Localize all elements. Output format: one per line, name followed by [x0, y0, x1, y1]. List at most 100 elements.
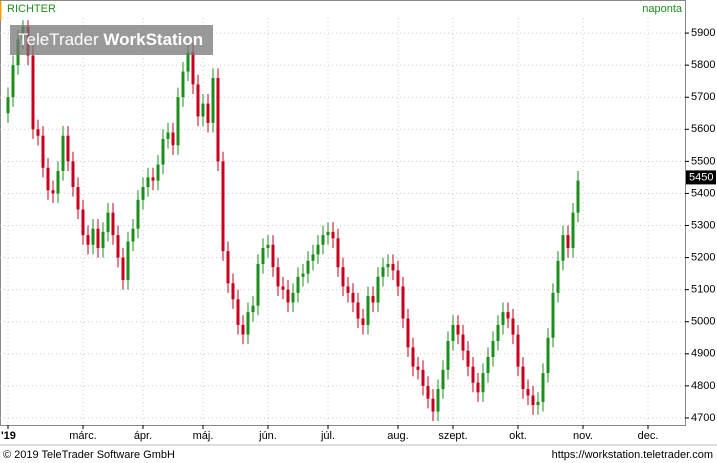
candle-body: [481, 373, 485, 393]
candle-body: [406, 318, 410, 348]
candle-body: [46, 167, 50, 191]
x-tick-label: márc.: [69, 430, 97, 442]
candle-body: [201, 103, 205, 117]
candle-body: [356, 302, 360, 319]
last-value-box: [686, 170, 716, 185]
candle-body: [151, 177, 155, 181]
candle-body: [486, 357, 490, 374]
candle-body: [561, 235, 565, 261]
candle-body: [396, 270, 400, 287]
candle-body: [41, 135, 45, 168]
candle-body: [331, 231, 335, 239]
candle-body: [566, 235, 570, 248]
candle-body: [211, 77, 215, 123]
candle-body: [216, 77, 220, 162]
candle-body: [6, 97, 10, 114]
candle-body: [571, 212, 575, 248]
candle-body: [416, 366, 420, 370]
candle-body: [311, 254, 315, 261]
candle-body: [426, 385, 430, 399]
candle-body: [546, 337, 550, 374]
candle-body: [361, 318, 365, 325]
y-tick-label: 5000: [691, 316, 715, 328]
candle-body: [51, 190, 55, 194]
candle-body: [531, 395, 535, 406]
candle-body: [296, 276, 300, 293]
candle-body: [516, 334, 520, 367]
candle-body: [476, 382, 480, 393]
watermark-product: WorkStation: [103, 30, 203, 49]
candle-body: [551, 292, 555, 338]
candle-body: [506, 312, 510, 319]
candle-body: [526, 389, 530, 396]
candle-body: [66, 135, 70, 162]
candle-body: [421, 369, 425, 386]
candle-body: [386, 263, 390, 268]
candle-body: [56, 170, 60, 194]
x-tick-label: máj.: [193, 430, 214, 442]
watermark-brand: TeleTrader: [18, 30, 99, 49]
candle-body: [161, 138, 165, 165]
candle-body: [196, 84, 200, 117]
candle-body: [241, 324, 245, 335]
candle-body: [146, 177, 150, 188]
y-tick-label: 4700: [691, 412, 715, 424]
candle-body: [326, 231, 330, 236]
candle-body: [286, 289, 290, 303]
chart-title: RICHTER: [7, 3, 56, 15]
y-tick-label: 5700: [691, 91, 715, 103]
candle-body: [266, 244, 270, 248]
candle-body: [346, 286, 350, 293]
candle-body: [576, 180, 580, 213]
candle-body: [36, 129, 40, 136]
candle-body: [461, 334, 465, 351]
candle-body: [96, 228, 100, 248]
candle-body: [306, 260, 310, 274]
x-tick-label: jún.: [258, 430, 277, 442]
candle-body: [141, 187, 145, 200]
candle-body: [456, 324, 460, 335]
candle-body: [276, 267, 280, 287]
candle-body: [336, 238, 340, 268]
candle-body: [501, 312, 505, 325]
plot-frame: [0, 0, 686, 426]
candle-body: [126, 241, 130, 281]
y-tick-label: 5100: [691, 284, 715, 296]
candle-body: [111, 212, 115, 236]
candle-body: [291, 292, 295, 303]
candle-body: [101, 231, 105, 248]
candle-body: [81, 209, 85, 236]
candle-body: [391, 263, 395, 271]
candle-body: [171, 132, 175, 146]
candle-body: [236, 299, 240, 325]
candle-body: [441, 369, 445, 390]
candle-body: [121, 257, 125, 281]
watermark: TeleTrader WorkStation: [18, 30, 203, 49]
candle-body: [351, 292, 355, 303]
candle-body: [256, 263, 260, 306]
candle-body: [466, 350, 470, 367]
candle-body: [76, 187, 80, 210]
x-tick-label: '19: [1, 430, 16, 442]
candle-body: [116, 235, 120, 258]
candle-body: [536, 401, 540, 406]
x-tick-label: ápr.: [134, 430, 152, 442]
candle-body: [411, 347, 415, 367]
candle-body: [271, 244, 275, 268]
candle-body: [11, 65, 15, 98]
y-tick-label: 5600: [691, 123, 715, 135]
y-tick-label: 5400: [691, 187, 715, 199]
candle-body: [341, 267, 345, 287]
last-value-label: 5450: [689, 171, 713, 183]
x-tick-label: dec.: [638, 430, 659, 442]
candle-body: [91, 228, 95, 245]
candle-body: [176, 97, 180, 146]
candle-body: [191, 52, 195, 85]
candle-body: [446, 340, 450, 370]
candle-body: [431, 398, 435, 412]
candle-body: [471, 366, 475, 383]
candle-body: [316, 244, 320, 255]
y-tick-label: 5500: [691, 155, 715, 167]
